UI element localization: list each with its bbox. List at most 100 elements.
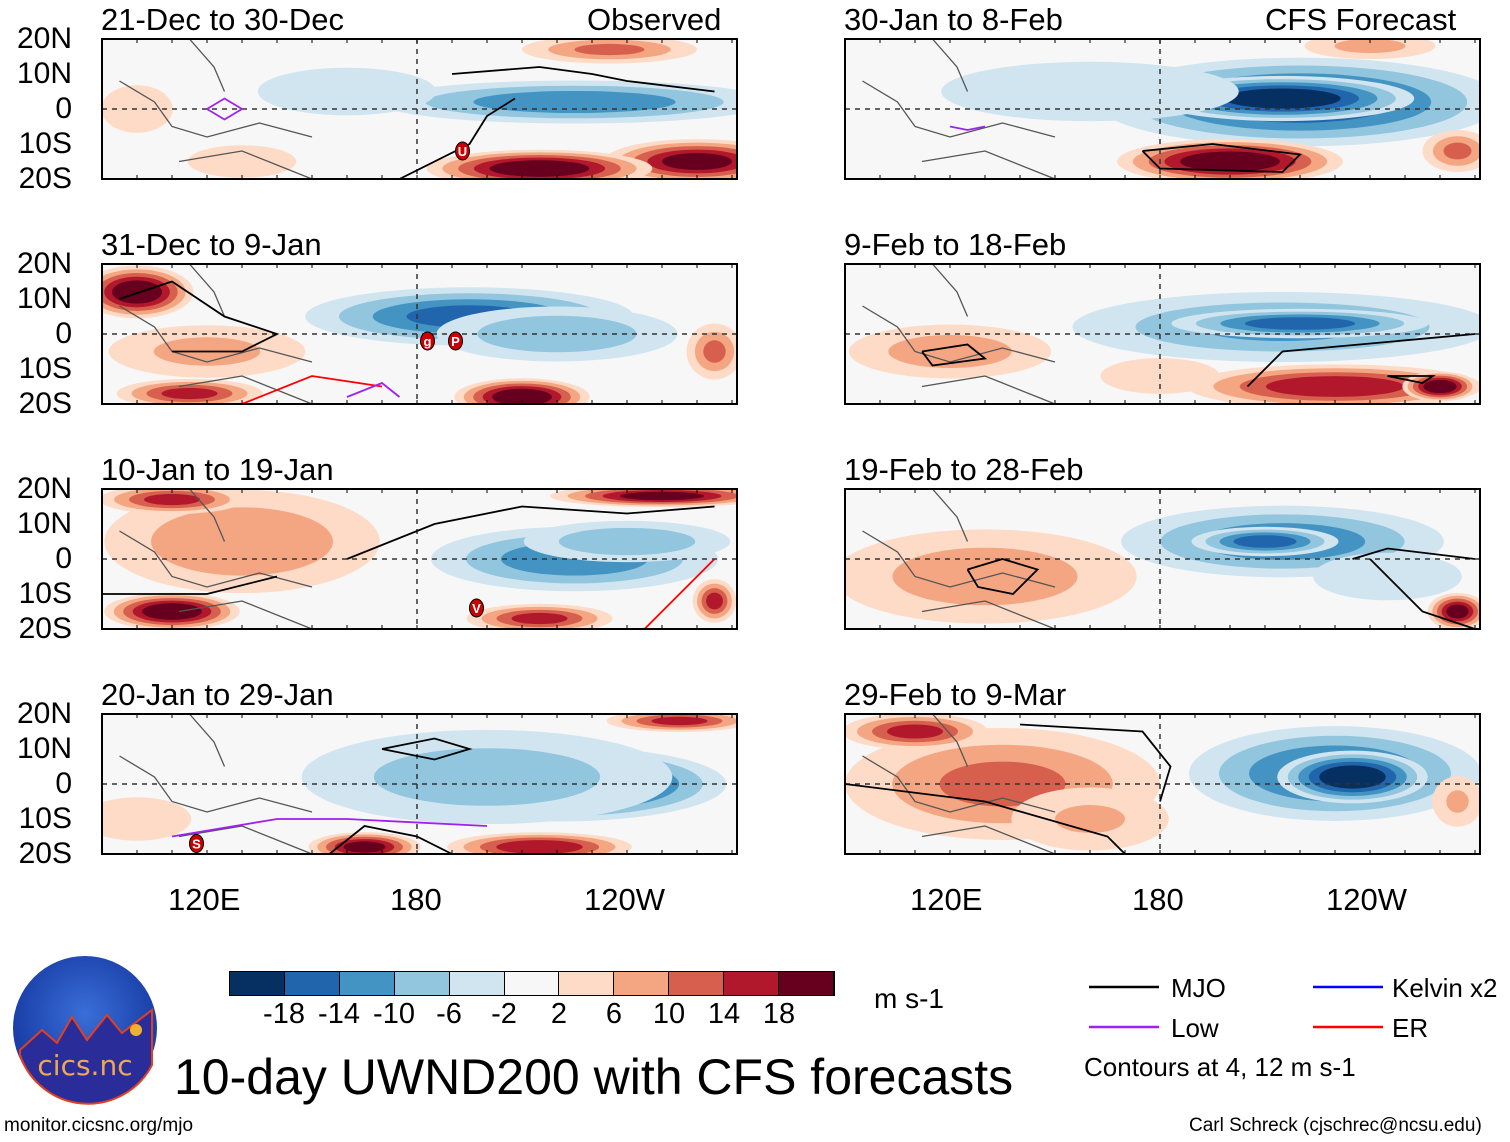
panel-frame bbox=[844, 488, 1481, 630]
anomaly-contour-fill bbox=[1180, 151, 1280, 172]
y-tick-label: 0 bbox=[55, 542, 72, 575]
anomaly-contour-fill bbox=[1334, 39, 1406, 54]
anomaly-contour-fill bbox=[1233, 535, 1297, 548]
mjo-contour bbox=[1352, 547, 1476, 560]
anomaly-contour-fill bbox=[620, 491, 704, 501]
y-tick-label: 10N bbox=[16, 282, 72, 315]
colorbar-label: -14 bbox=[318, 998, 360, 1030]
coastline bbox=[862, 264, 1056, 404]
legend-mjo: MJO bbox=[1171, 973, 1226, 1003]
mjo-contour bbox=[966, 558, 1040, 595]
colorbar-label: 2 bbox=[550, 998, 568, 1030]
tropical-cyclone-marker: U bbox=[455, 141, 470, 161]
anomaly-contour-fill bbox=[142, 603, 202, 620]
anomaly-contour-fill bbox=[662, 153, 732, 170]
y-tick-label: 0 bbox=[55, 92, 72, 125]
storm-label: V bbox=[472, 601, 481, 616]
low-contour bbox=[171, 818, 488, 838]
colorbar-label: 18 bbox=[762, 998, 796, 1030]
colorbar-swatch bbox=[779, 972, 834, 995]
storm-label: g bbox=[424, 334, 432, 349]
er-contour bbox=[241, 375, 383, 404]
anomaly-contour-fill bbox=[257, 67, 437, 116]
panel-frame bbox=[844, 263, 1481, 405]
panel-frame bbox=[101, 38, 738, 180]
y-tick-label: 20S bbox=[18, 387, 72, 420]
panel-frame bbox=[844, 713, 1481, 855]
anomaly-contour-fill bbox=[511, 612, 568, 625]
panel-title: 21-Dec to 30-Dec bbox=[101, 2, 344, 37]
y-tick-label: 10N bbox=[16, 507, 72, 540]
map-panel bbox=[844, 713, 1481, 855]
low-contour bbox=[346, 381, 401, 398]
credit: Carl Schreck (cjschrec@ncsu.edu) bbox=[1189, 1115, 1482, 1136]
anomaly-contour-fill bbox=[187, 145, 297, 178]
y-tick-label: 20N bbox=[16, 247, 72, 280]
y-tick-label: 10N bbox=[16, 57, 72, 90]
y-tick-label: 10S bbox=[18, 802, 72, 835]
anomaly-contour-fill bbox=[112, 280, 162, 304]
anomaly-contour-fill bbox=[892, 547, 1078, 606]
coastline bbox=[119, 489, 313, 629]
source-url[interactable]: monitor.cicsnc.org/mjo bbox=[4, 1115, 194, 1136]
anomaly-contour-fill bbox=[1244, 317, 1356, 330]
tropical-cyclone-marker: S bbox=[189, 834, 204, 853]
mjo-contour bbox=[1369, 558, 1476, 629]
anomaly-contour-fill bbox=[1443, 142, 1472, 160]
anomaly-contour-fill bbox=[144, 493, 200, 506]
mjo-contour bbox=[1246, 333, 1476, 388]
y-tick-label: 0 bbox=[55, 767, 72, 800]
colorbar-swatch bbox=[724, 972, 780, 995]
tropical-cyclone-marker: V bbox=[469, 598, 484, 618]
anomaly-contour-fill bbox=[1224, 88, 1341, 109]
mjo-contour bbox=[399, 97, 516, 179]
y-tick-label: 20N bbox=[16, 22, 72, 55]
mjo-contour bbox=[1387, 375, 1436, 384]
anomaly-contour-fill bbox=[161, 387, 218, 400]
contour-legend-lines bbox=[1089, 985, 1383, 1029]
anomaly-contour-fill bbox=[941, 61, 1239, 122]
mjo-contour bbox=[845, 783, 1126, 854]
anomaly-contour-fill bbox=[1265, 376, 1405, 397]
y-tick-label: 10S bbox=[18, 352, 72, 385]
colorbar-swatch bbox=[394, 972, 450, 995]
anomaly-contour-fill bbox=[558, 527, 696, 556]
colorbar-swatch bbox=[284, 972, 340, 995]
coastline bbox=[119, 39, 313, 179]
panel-frame bbox=[101, 488, 738, 630]
x-tick-label: 120E bbox=[910, 882, 983, 917]
panel-title: 9-Feb to 18-Feb bbox=[844, 227, 1067, 262]
y-tick-label: 20S bbox=[18, 612, 72, 645]
coastline bbox=[862, 489, 1056, 629]
anomaly-contour-fill bbox=[939, 761, 1066, 807]
colorbar-swatch bbox=[339, 972, 395, 995]
y-tick-label: 10S bbox=[18, 127, 72, 160]
panel-title: 30-Jan to 8-Feb bbox=[844, 2, 1063, 37]
x-tick-label: 120W bbox=[1326, 882, 1407, 917]
anomaly-contour-fill bbox=[102, 797, 192, 841]
anomaly-contour-fill bbox=[706, 592, 723, 610]
storm-label: U bbox=[458, 144, 467, 159]
colorbar-label: 6 bbox=[605, 998, 623, 1030]
low-contour bbox=[949, 125, 986, 131]
panel-title: 29-Feb to 9-Mar bbox=[844, 677, 1067, 712]
colorbar-label: 14 bbox=[707, 998, 741, 1030]
mjo-contour bbox=[102, 575, 278, 595]
colorbar-label: 10 bbox=[652, 998, 686, 1030]
mjo-contour bbox=[328, 825, 453, 854]
tropical-cyclone-marker: g bbox=[420, 331, 435, 351]
colorbar-label: -18 bbox=[263, 998, 305, 1030]
anomaly-contour-fill bbox=[492, 388, 552, 404]
er-contour bbox=[643, 558, 716, 629]
figure-title: 10-day UWND200 with CFS forecasts bbox=[174, 1049, 1014, 1105]
map-panel bbox=[844, 263, 1481, 405]
colorbar-swatch bbox=[504, 972, 560, 995]
x-tick-label: 180 bbox=[390, 882, 442, 917]
map-panel: U bbox=[101, 38, 738, 180]
legend-er: ER bbox=[1392, 1013, 1429, 1043]
coastline bbox=[862, 39, 1056, 179]
x-tick-label: 120E bbox=[168, 882, 241, 917]
legend-low: Low bbox=[1171, 1013, 1219, 1043]
panel-title: 31-Dec to 9-Jan bbox=[101, 227, 322, 262]
